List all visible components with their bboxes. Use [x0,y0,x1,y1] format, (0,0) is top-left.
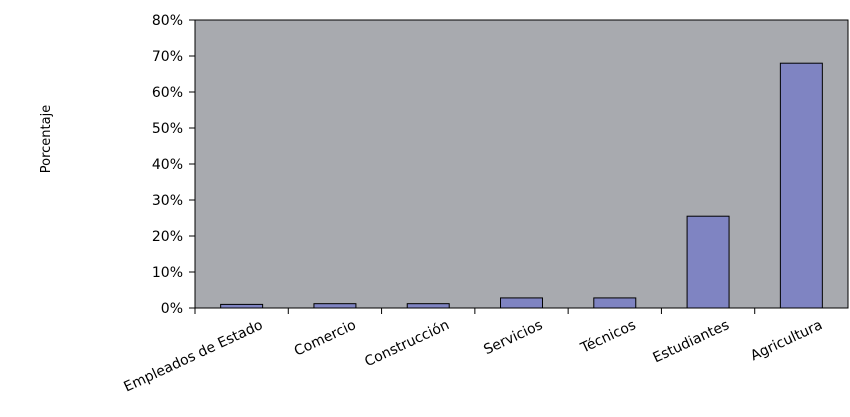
bar [220,303,264,309]
bar [686,215,730,309]
bars [220,62,823,309]
bar [593,297,637,309]
x-tick-label: Agricultura [748,317,825,364]
y-axis-ticks: 0% 10% 20% 30% 40% 50% 60% 70% 80% [152,13,195,317]
y-axis-title: Porcentaje [39,105,54,173]
y-tick-label: 20% [152,229,183,245]
bar [313,303,357,309]
y-tick-label: 0% [161,301,183,317]
y-tick-label: 60% [152,85,183,101]
bar [500,297,543,309]
bar [406,303,450,309]
x-tick-label: Estudiantes [651,317,732,366]
bar [779,62,823,309]
x-tick-label: Servicios [481,317,545,358]
plot-area [194,19,849,309]
y-tick-label: 10% [152,265,183,281]
x-tick-label: Comercio [292,317,359,359]
x-tick-label: Empleados de Estado [121,317,265,395]
y-tick-label: 40% [152,157,183,173]
y-tick-label: 70% [152,49,183,65]
x-axis-ticks: Empleados de Estado Comercio Construcción S… [121,308,825,396]
y-tick-label: 30% [152,193,183,209]
x-tick-label: Técnicos [578,317,639,357]
y-tick-label: 50% [152,121,183,137]
y-tick-label: 80% [152,13,183,29]
x-tick-label: Construcción [362,317,452,370]
